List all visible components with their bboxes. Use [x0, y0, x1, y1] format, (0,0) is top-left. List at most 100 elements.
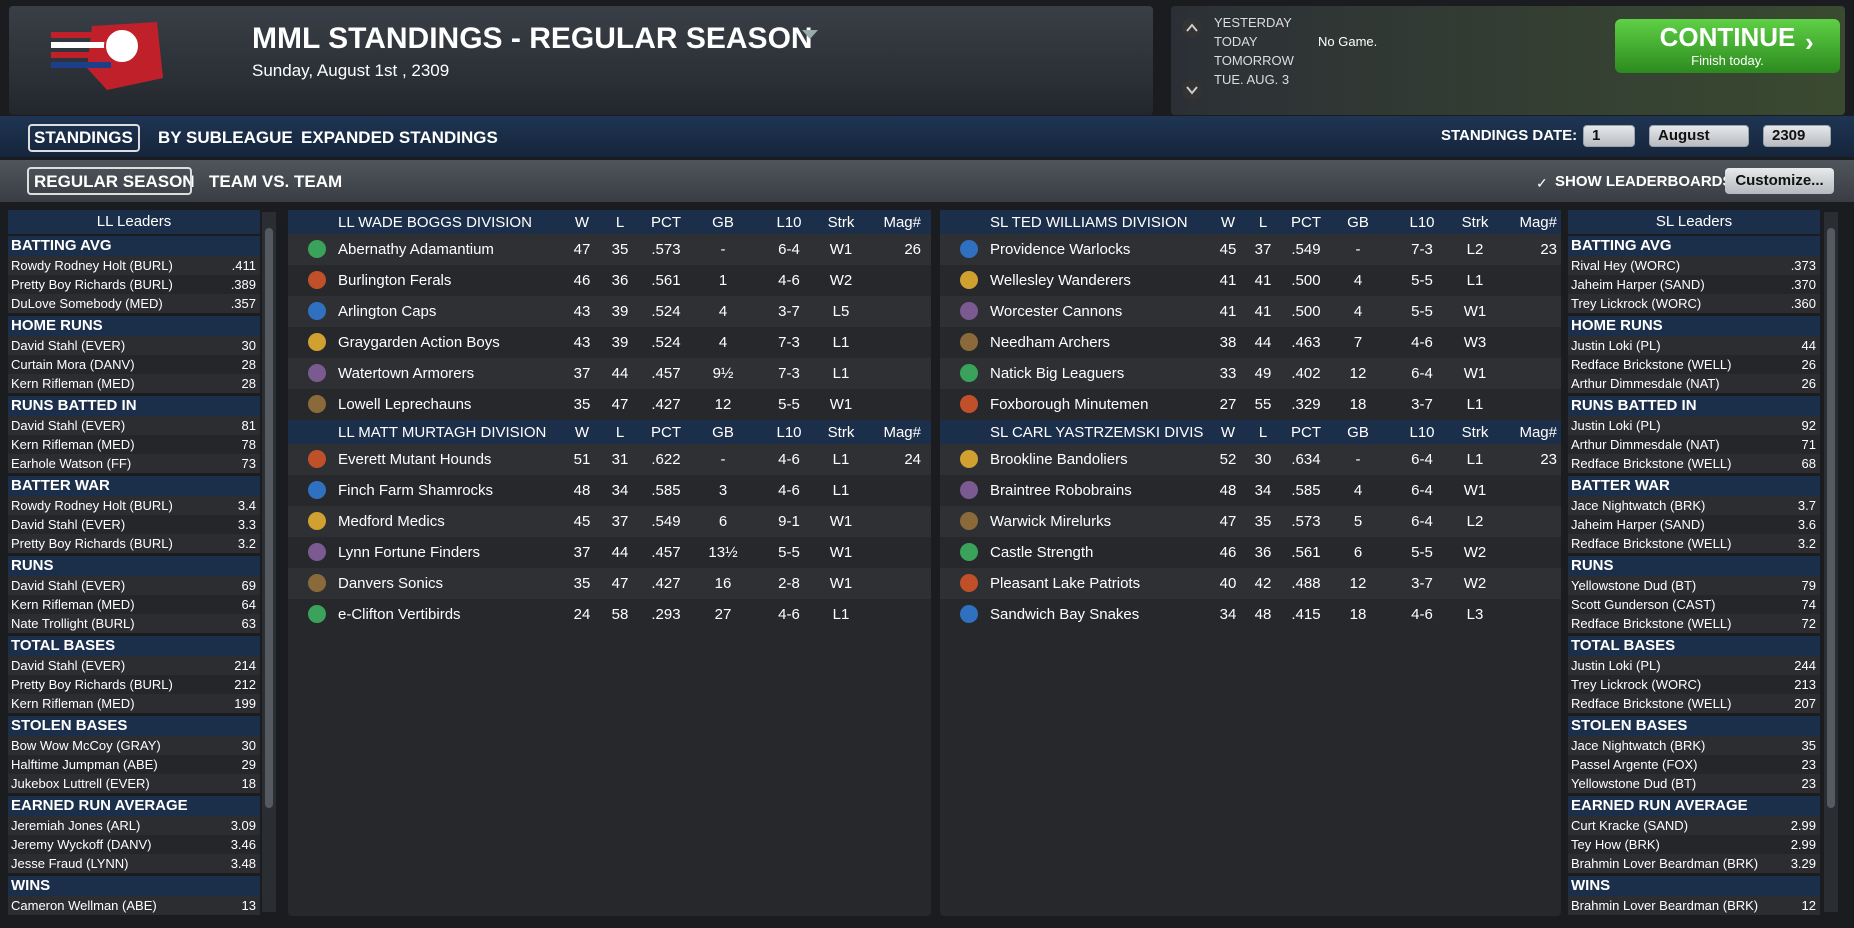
team-row-bg[interactable] [288, 599, 931, 630]
leader-name[interactable]: Jace Nightwatch (BRK) [1571, 498, 1706, 513]
team-row-bg[interactable] [940, 444, 1561, 475]
team-row-bg[interactable] [940, 599, 1561, 630]
team-row-bg[interactable] [288, 568, 931, 599]
subtab-active-frame[interactable] [27, 167, 192, 195]
leader-name[interactable]: Brahmin Lover Beardman (BRK) [1571, 898, 1759, 913]
team-name[interactable]: Everett Mutant Hounds [338, 451, 492, 468]
leader-name[interactable]: Justin Loki (PL) [1571, 418, 1661, 433]
team-name[interactable]: Abernathy Adamantium [338, 241, 494, 258]
customize-button[interactable]: Customize... [1725, 168, 1834, 194]
leader-name[interactable]: Jeremy Wyckoff (DANV) [11, 837, 152, 852]
tab[interactable]: STANDINGS [34, 128, 133, 147]
day-label[interactable]: YESTERDAY [1214, 15, 1292, 30]
leader-name[interactable]: Scott Gunderson (CAST) [1571, 597, 1716, 612]
title-dropdown[interactable] [802, 30, 818, 47]
team-name[interactable]: Needham Archers [990, 334, 1111, 351]
team-row-bg[interactable] [940, 475, 1561, 506]
team-row-bg[interactable] [940, 389, 1561, 420]
team-name[interactable]: Braintree Robobrains [990, 482, 1132, 499]
leader-name[interactable]: Yellowstone Dud (BT) [1571, 776, 1697, 791]
leader-name[interactable]: Jaheim Harper (SAND) [1571, 277, 1705, 292]
leader-name[interactable]: Nate Trollight (BURL) [11, 616, 135, 631]
team-row-bg[interactable] [940, 327, 1561, 358]
leader-name[interactable]: Redface Brickstone (WELL) [1571, 536, 1732, 551]
leader-name[interactable]: Jeremiah Jones (ARL) [11, 818, 141, 833]
leader-name[interactable]: Yellowstone Dud (BT) [1571, 578, 1697, 593]
team-name[interactable]: Graygarden Action Boys [338, 334, 500, 351]
day-select[interactable]: 1 [1583, 125, 1635, 147]
leader-name[interactable]: Halftime Jumpman (ABE) [11, 757, 158, 772]
leader-name[interactable]: David Stahl (EVER) [11, 658, 126, 673]
leader-name[interactable]: Arthur Dimmesdale (NAT) [1571, 376, 1720, 391]
leader-name[interactable]: Trey Lickrock (WORC) [1571, 677, 1702, 692]
team-row-bg[interactable] [940, 568, 1561, 599]
leader-name[interactable]: Tey How (BRK) [1571, 837, 1660, 852]
leader-name[interactable]: Trey Lickrock (WORC) [1571, 296, 1702, 311]
team-row-bg[interactable] [940, 234, 1561, 265]
leader-name[interactable]: Jace Nightwatch (BRK) [1571, 738, 1706, 753]
team-name[interactable]: Providence Warlocks [990, 241, 1131, 258]
leader-name[interactable]: Redface Brickstone (WELL) [1571, 616, 1732, 631]
leader-name[interactable]: Redface Brickstone (WELL) [1571, 357, 1732, 372]
team-name[interactable]: Medford Medics [338, 513, 445, 530]
team-name[interactable]: Natick Big Leaguers [990, 365, 1125, 382]
team-row-bg[interactable] [288, 389, 931, 420]
leader-name[interactable]: David Stahl (EVER) [11, 517, 126, 532]
team-row-bg[interactable] [288, 234, 931, 265]
team-name[interactable]: Brookline Bandoliers [990, 451, 1128, 468]
subtab[interactable]: TEAM VS. TEAM [209, 172, 343, 191]
month-select[interactable]: August [1649, 125, 1749, 147]
leader-name[interactable]: Justin Loki (PL) [1571, 338, 1661, 353]
team-name[interactable]: Lynn Fortune Finders [338, 544, 481, 561]
team-name[interactable]: Foxborough Minutemen [990, 396, 1149, 413]
team-row-bg[interactable] [288, 265, 931, 296]
team-row-bg[interactable] [288, 296, 931, 327]
leader-name[interactable]: Brahmin Lover Beardman (BRK) [1571, 856, 1759, 871]
subtab[interactable]: REGULAR SEASON [34, 172, 195, 191]
leader-name[interactable]: Jukebox Luttrell (EVER) [11, 776, 150, 791]
team-row-bg[interactable] [288, 537, 931, 568]
leader-name[interactable]: David Stahl (EVER) [11, 578, 126, 593]
day-label[interactable]: TUE. AUG. 3 [1214, 72, 1290, 87]
leader-name[interactable]: Redface Brickstone (WELL) [1571, 456, 1732, 471]
team-row-bg[interactable] [288, 475, 931, 506]
leader-name[interactable]: Jaheim Harper (SAND) [1571, 517, 1705, 532]
tab[interactable]: EXPANDED STANDINGS [301, 128, 498, 147]
leader-name[interactable]: Rowdy Rodney Holt (BURL) [11, 258, 173, 273]
tab[interactable]: BY SUBLEAGUE [158, 128, 293, 147]
leader-name[interactable]: Curt Kracke (SAND) [1571, 818, 1689, 833]
day-label[interactable]: TODAY [1214, 34, 1258, 49]
leader-name[interactable]: Kern Rifleman (MED) [11, 696, 135, 711]
day-label[interactable]: TOMORROW [1214, 53, 1294, 68]
scrollbar[interactable] [1824, 212, 1838, 912]
leader-name[interactable]: Jesse Fraud (LYNN) [11, 856, 129, 871]
leader-name[interactable]: Rowdy Rodney Holt (BURL) [11, 498, 173, 513]
team-name[interactable]: Worcester Cannons [990, 303, 1123, 320]
team-row-bg[interactable] [940, 358, 1561, 389]
team-row-bg[interactable] [288, 444, 931, 475]
leader-name[interactable]: Redface Brickstone (WELL) [1571, 696, 1732, 711]
leader-name[interactable]: Passel Argente (FOX) [1571, 757, 1698, 772]
team-row-bg[interactable] [940, 506, 1561, 537]
checkbox[interactable]: ✓ [1536, 175, 1548, 191]
show-leaderboards[interactable]: SHOW LEADERBOARDS [1555, 173, 1733, 190]
scrollbar[interactable] [262, 212, 276, 912]
continue-arrow[interactable]: › [1805, 27, 1814, 57]
team-row-bg[interactable] [940, 265, 1561, 296]
continue-label[interactable]: CONTINUE [1659, 22, 1796, 52]
team-name[interactable]: Watertown Armorers [338, 365, 475, 382]
leader-name[interactable]: Kern Rifleman (MED) [11, 597, 135, 612]
leader-name[interactable]: Pretty Boy Richards (BURL) [11, 536, 173, 551]
leader-name[interactable]: Justin Loki (PL) [1571, 658, 1661, 673]
team-name[interactable]: Finch Farm Shamrocks [338, 482, 494, 499]
leader-name[interactable]: Arthur Dimmesdale (NAT) [1571, 437, 1720, 452]
leader-name[interactable]: DuLove Somebody (MED) [11, 296, 163, 311]
team-name[interactable]: Arlington Caps [338, 303, 437, 320]
team-name[interactable]: Burlington Ferals [338, 272, 452, 289]
team-name[interactable]: Pleasant Lake Patriots [990, 575, 1141, 592]
team-name[interactable]: Sandwich Bay Snakes [990, 606, 1140, 623]
leader-name[interactable]: Cameron Wellman (ABE) [11, 898, 157, 913]
day-arrows[interactable] [1180, 16, 1204, 102]
team-name[interactable]: Lowell Leprechauns [338, 396, 472, 413]
team-row-bg[interactable] [940, 296, 1561, 327]
